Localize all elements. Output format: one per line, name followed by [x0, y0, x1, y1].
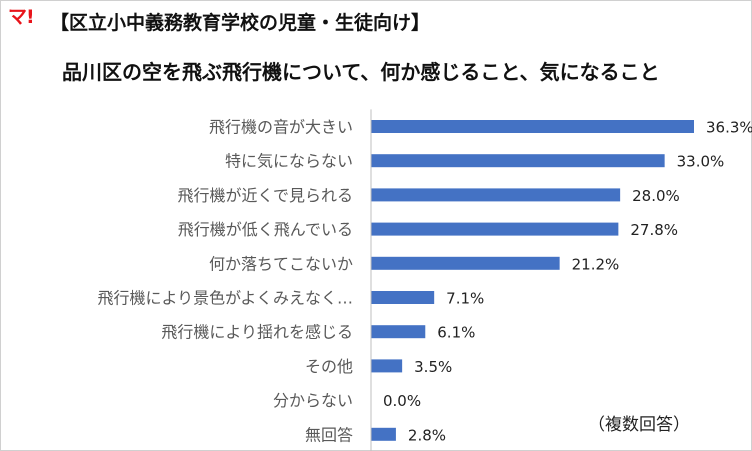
value-label: 28.0% — [632, 187, 680, 205]
category-label: 何か落ちてこないか — [209, 254, 353, 273]
category-label: 飛行機の音が大きい — [209, 118, 353, 137]
bar — [371, 256, 560, 270]
value-label: 21.2% — [572, 255, 620, 273]
value-label: 36.3% — [706, 119, 752, 137]
category-label: 飛行機により景色がよくみえなく… — [97, 289, 353, 308]
value-label: 27.8% — [630, 221, 678, 239]
bar — [371, 427, 396, 441]
bar — [371, 120, 694, 133]
category-label: 飛行機が近くで見られる — [177, 186, 353, 205]
bar — [371, 359, 403, 373]
bar — [371, 154, 665, 168]
multiple-answer-note: （複数回答） — [588, 415, 690, 435]
brand-logo: マ! — [8, 6, 35, 28]
bar — [371, 291, 435, 304]
chart-title-line2: 品川区の空を飛ぶ飛行機について、何か感じること、気になること — [62, 60, 660, 84]
chart-title-line1: 【区立小中義務教育学校の児童・生徒向け】 — [50, 12, 431, 34]
value-label: 2.8% — [408, 426, 446, 444]
category-label: 分からない — [273, 391, 353, 410]
category-label: その他 — [305, 357, 353, 376]
value-label: 33.0% — [677, 153, 725, 171]
category-label: 飛行機が低く飛んでいる — [178, 220, 353, 239]
category-label: 飛行機により揺れを感じる — [161, 323, 353, 342]
category-label: 特に気にならない — [225, 152, 353, 171]
bar — [371, 325, 426, 339]
value-label: 6.1% — [437, 324, 475, 342]
bar — [371, 188, 621, 202]
value-label: 7.1% — [446, 290, 484, 308]
bar — [371, 222, 619, 236]
value-label: 3.5% — [414, 358, 452, 376]
category-label: 無回答 — [305, 425, 353, 444]
value-label: 0.0% — [383, 392, 421, 410]
